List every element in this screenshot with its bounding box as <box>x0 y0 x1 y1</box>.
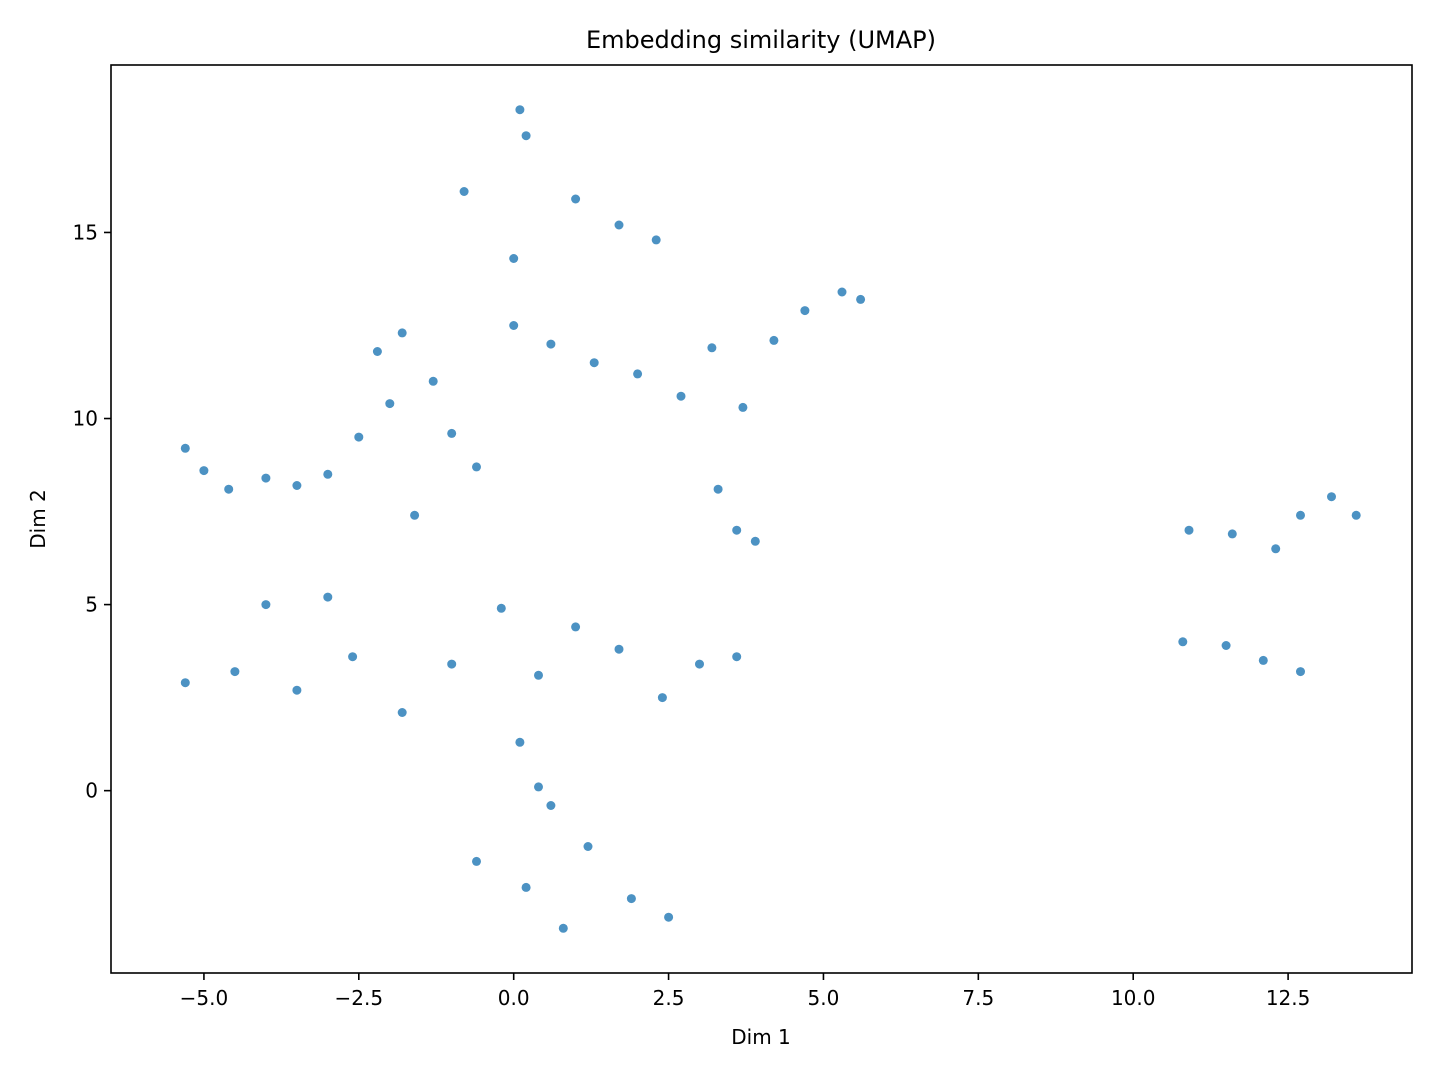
y-axis-label: Dim 2 <box>26 489 50 549</box>
data-point <box>372 347 382 356</box>
data-points <box>180 105 1361 933</box>
data-point <box>1184 525 1194 535</box>
data-point <box>496 603 506 613</box>
data-point <box>800 306 810 316</box>
data-point <box>1296 510 1305 520</box>
data-point <box>558 923 568 933</box>
chart-title: Embedding similarity (UMAP) <box>586 26 936 54</box>
data-point <box>732 652 742 662</box>
data-point <box>695 659 704 669</box>
data-point <box>230 667 240 677</box>
x-tick-label: 5.0 <box>808 986 840 1010</box>
data-point <box>428 376 438 386</box>
data-point <box>1296 667 1305 677</box>
data-point <box>447 659 457 669</box>
data-point <box>1351 510 1361 520</box>
data-point <box>732 525 742 535</box>
data-point <box>521 131 531 141</box>
data-point <box>459 187 469 196</box>
data-point <box>546 801 556 810</box>
data-point <box>707 343 717 353</box>
y-tick-label: 10 <box>73 407 98 431</box>
data-point <box>180 678 190 688</box>
data-point <box>323 592 333 602</box>
data-point <box>1178 637 1188 647</box>
x-tick-label: −5.0 <box>180 986 229 1010</box>
y-tick-label: 15 <box>73 220 98 244</box>
data-point <box>348 652 358 662</box>
data-point <box>676 391 686 401</box>
data-point <box>472 462 481 472</box>
data-point <box>664 912 674 922</box>
x-tick-label: 2.5 <box>653 986 685 1010</box>
data-point <box>614 644 624 654</box>
data-point <box>1221 641 1231 650</box>
data-point <box>472 856 481 866</box>
data-point <box>633 369 643 379</box>
data-point <box>626 894 636 904</box>
x-tick-label: −2.5 <box>335 986 384 1010</box>
data-point <box>534 782 543 792</box>
data-point <box>1258 655 1268 665</box>
data-point <box>657 693 667 703</box>
data-point <box>397 708 407 717</box>
data-point <box>224 484 234 494</box>
data-point <box>354 432 364 442</box>
data-point <box>292 685 302 695</box>
data-point <box>589 358 599 368</box>
data-point <box>571 622 581 632</box>
y-tick-label: 5 <box>85 593 98 617</box>
data-point <box>534 670 543 680</box>
data-point <box>515 105 525 115</box>
data-point <box>546 339 556 349</box>
data-point <box>583 842 593 851</box>
data-point <box>713 484 723 494</box>
data-point <box>521 882 531 892</box>
data-point <box>769 335 779 345</box>
x-axis-label: Dim 1 <box>731 1025 791 1049</box>
data-point <box>750 536 760 546</box>
data-point <box>261 600 271 610</box>
data-point <box>614 220 624 230</box>
data-point <box>447 428 457 438</box>
x-tick-label: 7.5 <box>962 986 994 1010</box>
data-point <box>1327 492 1336 502</box>
data-point <box>410 510 420 520</box>
x-tick-label: 12.5 <box>1266 986 1311 1010</box>
y-tick-label: 0 <box>85 779 98 803</box>
data-point <box>856 294 866 304</box>
x-tick-label: 10.0 <box>1111 986 1156 1010</box>
data-point <box>738 402 748 412</box>
data-point <box>385 399 395 409</box>
data-point <box>1271 544 1281 554</box>
plot-frame <box>110 64 1413 974</box>
data-point <box>515 737 525 747</box>
x-axis: −5.0 −2.5 0.0 2.5 5.0 7.5 10.0 12.5 <box>180 973 1311 1010</box>
data-point <box>292 481 302 490</box>
data-point <box>180 443 190 453</box>
data-point <box>397 328 407 338</box>
data-point <box>509 321 519 330</box>
data-point <box>261 473 271 483</box>
data-point <box>323 469 333 479</box>
y-axis: 0 5 10 15 <box>73 220 111 803</box>
data-point <box>1227 529 1237 539</box>
x-tick-label: 0.0 <box>498 986 530 1010</box>
data-point <box>837 287 847 297</box>
data-point <box>199 466 209 476</box>
data-point <box>651 235 661 245</box>
data-point <box>509 254 519 263</box>
data-point <box>571 194 581 204</box>
